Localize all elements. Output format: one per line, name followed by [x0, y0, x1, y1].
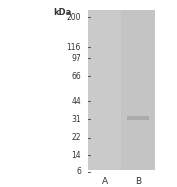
Text: kDa: kDa [54, 8, 72, 17]
Text: 14: 14 [71, 151, 81, 160]
Bar [121, 10, 155, 170]
Bar [88, 10, 121, 170]
Text: 6: 6 [76, 168, 81, 177]
Text: 44: 44 [71, 96, 81, 105]
Text: 116: 116 [67, 42, 81, 51]
Bar [88, 10, 155, 170]
Text: 66: 66 [71, 71, 81, 80]
Text: 97: 97 [71, 53, 81, 62]
Text: B: B [135, 177, 141, 186]
Text: 22: 22 [72, 134, 81, 142]
Bar [127, 116, 149, 120]
Text: A: A [102, 177, 108, 186]
Text: 31: 31 [71, 114, 81, 123]
Text: 200: 200 [67, 13, 81, 22]
